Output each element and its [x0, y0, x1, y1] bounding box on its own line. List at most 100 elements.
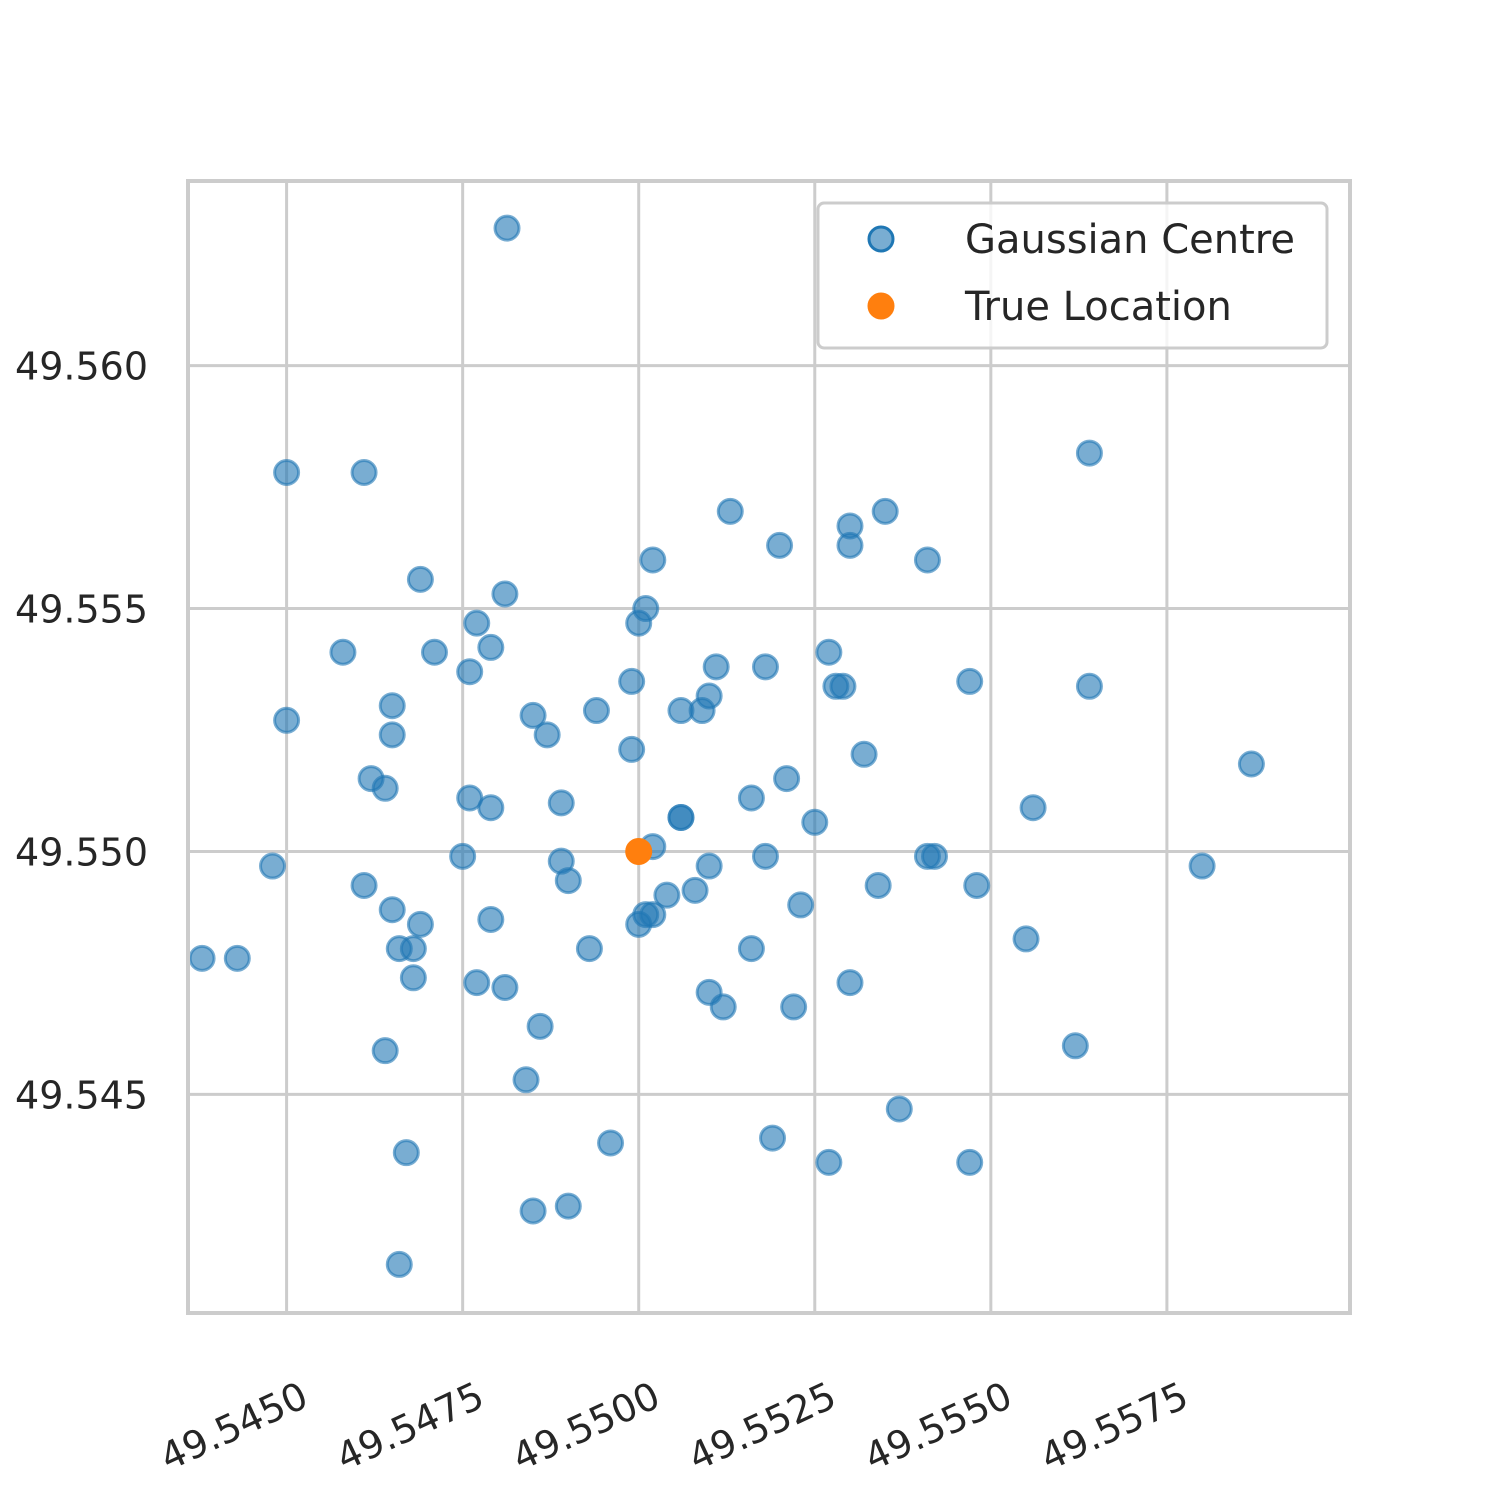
gaussian-centre-point: [597, 1129, 625, 1157]
y-tick-label: 49.555: [15, 588, 148, 632]
gaussian-centre-point: [639, 546, 667, 574]
gaussian-centre-point: [963, 871, 991, 899]
gaussian-centre-point: [273, 706, 301, 734]
gaussian-centre-point: [329, 638, 357, 666]
gaussian-centre-point: [259, 852, 287, 880]
gaussian-centre-point: [850, 740, 878, 768]
gaussian-centre-point: [625, 609, 653, 637]
gaussian-centre-point: [477, 794, 505, 822]
gaussian-centre-point: [519, 1197, 547, 1225]
gaussian-centre-point: [533, 721, 561, 749]
legend-label: True Location: [964, 284, 1232, 330]
gaussian-centre-point: [512, 1066, 540, 1094]
gaussian-centre-point: [491, 580, 519, 608]
x-tick-label: 49.5500: [506, 1373, 667, 1479]
gaussian-centre-point: [392, 1139, 420, 1167]
gaussian-centre-point: [836, 531, 864, 559]
gaussian-centre-point: [829, 672, 857, 700]
gaussian-centre-point: [759, 1124, 787, 1152]
gaussian-centre-point: [554, 867, 582, 895]
data-points: [188, 214, 1265, 1278]
gaussian-centre-point: [378, 896, 406, 924]
gaussian-centre-point: [709, 993, 737, 1021]
x-tick-label: 49.5450: [153, 1373, 314, 1479]
gaussian-centre-point: [1188, 852, 1216, 880]
gaussian-centre-point: [618, 667, 646, 695]
gaussian-centre-point: [716, 497, 744, 525]
gaussian-centre-point: [1012, 925, 1040, 953]
gaussian-centre-point: [399, 964, 427, 992]
gaussian-centre-point: [836, 969, 864, 997]
gaussian-centre-point: [737, 935, 765, 963]
gaussian-centre-point: [871, 497, 899, 525]
gaussian-centre-point: [406, 565, 434, 593]
gaussian-centre-point: [667, 803, 695, 831]
gaussian-centre-point: [801, 808, 829, 836]
y-tick-label: 49.560: [15, 345, 148, 389]
gaussian-centre-point: [463, 609, 491, 637]
gaussian-centre-point: [519, 701, 547, 729]
gaussian-centre-point: [385, 1250, 413, 1278]
gaussian-centre-point: [456, 658, 484, 686]
tick-labels: 49.5450 49.5475 49.5500 49.5525 49.5550 49.55…: [15, 345, 1195, 1480]
legend-marker: [867, 292, 895, 320]
gaussian-centre-point: [815, 638, 843, 666]
gaussian-centre-point: [751, 653, 779, 681]
gaussian-centre-point: [1075, 439, 1103, 467]
gaussian-centre-point: [864, 871, 892, 899]
gaussian-centre-point: [913, 546, 941, 574]
gaussian-centre-point: [773, 765, 801, 793]
plot-frame: [186, 179, 1352, 1315]
gaussian-centre-point: [350, 871, 378, 899]
gaussian-centre-point: [371, 774, 399, 802]
gaussian-centre-point: [751, 842, 779, 870]
gaussian-centre-point: [582, 697, 610, 725]
gaussian-centre-point: [618, 735, 646, 763]
gaussian-centre-point: [554, 1192, 582, 1220]
gaussian-centre-point: [625, 910, 653, 938]
gaussian-centre-point: [1061, 1032, 1089, 1060]
gaussian-centre-point: [493, 214, 521, 242]
gaussian-centre-point: [406, 910, 434, 938]
gaussian-centre-point: [787, 891, 815, 919]
gaussian-centre-point: [463, 969, 491, 997]
gaussian-centre-point: [653, 881, 681, 909]
legend-label: Gaussian Centre: [965, 217, 1295, 263]
gaussian-centre-point: [420, 638, 448, 666]
gaussian-centre-point: [223, 944, 251, 972]
gaussian-centre-point: [681, 876, 709, 904]
gaussian-centre-point: [547, 789, 575, 817]
legend-box: [816, 201, 1329, 350]
gaussian-centre-point: [737, 784, 765, 812]
true-location-point: [625, 837, 653, 865]
gaussian-centre-point: [702, 653, 730, 681]
gaussian-centre-point: [1075, 672, 1103, 700]
gaussian-centre-point: [477, 905, 505, 933]
gaussian-centre-point: [956, 1148, 984, 1176]
gaussian-centre-point: [780, 993, 808, 1021]
gaussian-centre-point: [695, 852, 723, 880]
gaussian-centre-point: [885, 1095, 913, 1123]
grid: [188, 181, 1350, 1313]
gaussian-centre-point: [1237, 750, 1265, 778]
gaussian-centre-point: [526, 1012, 554, 1040]
gaussian-centre-point: [477, 633, 505, 661]
gaussian-centre-point: [815, 1148, 843, 1176]
gaussian-centre-point: [350, 459, 378, 487]
x-tick-label: 49.5575: [1034, 1373, 1195, 1479]
x-tick-label: 49.5525: [682, 1373, 843, 1479]
gaussian-centre-point: [575, 935, 603, 963]
y-tick-label: 49.545: [15, 1073, 148, 1117]
gaussian-centre-point: [371, 1037, 399, 1065]
x-tick-label: 49.5550: [858, 1373, 1019, 1479]
gaussian-centre-point: [491, 973, 519, 1001]
gaussian-centre-point: [1019, 794, 1047, 822]
gaussian-centre-point: [399, 935, 427, 963]
gaussian-centre-point: [378, 721, 406, 749]
gaussian-centre-point: [920, 842, 948, 870]
x-tick-label: 49.5475: [329, 1373, 490, 1479]
y-tick-label: 49.550: [15, 830, 148, 874]
gaussian-centre-point: [956, 667, 984, 695]
gaussian-centre-point: [378, 692, 406, 720]
